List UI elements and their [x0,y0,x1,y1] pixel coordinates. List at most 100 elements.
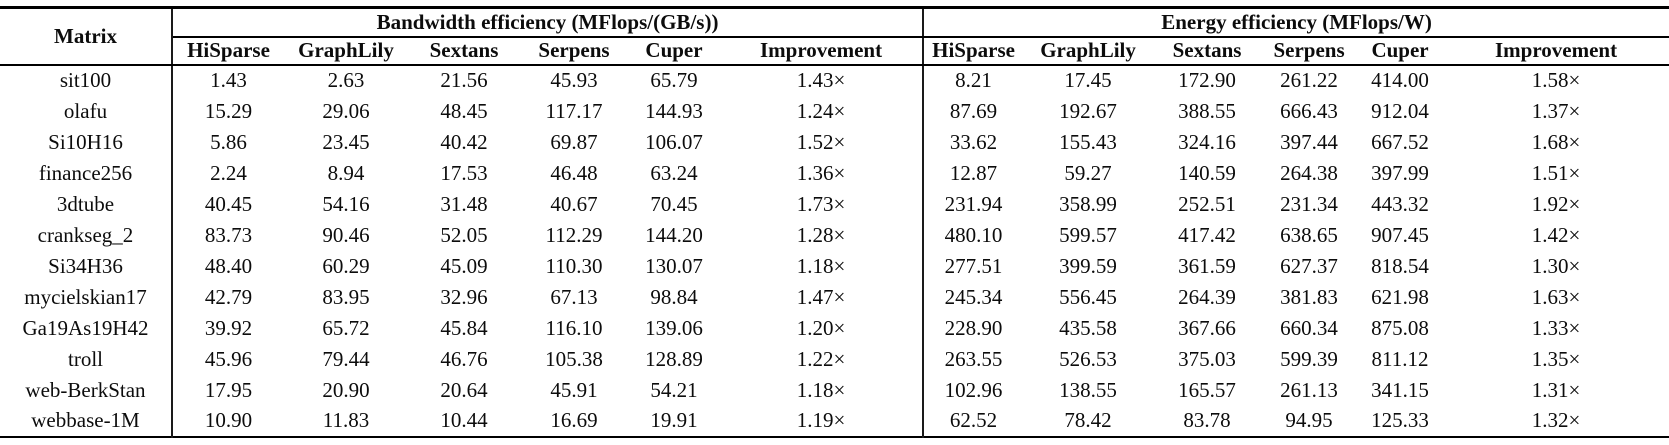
matrix-name-cell: Si34H36 [0,250,173,282]
energy-value-cell: 33.62 [922,126,1024,158]
bandwidth-value-cell: 32.96 [440,284,488,309]
energy-value-cell: 361.59 [1178,253,1236,278]
bandwidth-value-cell: 17.53 [440,160,488,185]
energy-value-cell: 599.39 [1280,346,1338,371]
energy-value-cell: 1.58× [1531,68,1581,92]
bandwidth-value-cell: 48.40 [204,253,253,278]
energy-value-cell: 231.94 [922,188,1024,220]
column-header-bw-graphlily: GraphLily [284,36,408,66]
bandwidth-value-cell: 83.95 [322,284,370,309]
bandwidth-value-cell: 1.47× [796,284,846,309]
bandwidth-value-cell: 20.64 [440,377,488,402]
energy-value-cell: 667.52 [1371,129,1429,154]
bandwidth-value-cell: 8.94 [327,160,365,185]
energy-value-cell: 252.51 [1178,191,1236,216]
bandwidth-value-cell: 5.86 [210,129,247,154]
energy-value-cell: 1.68× [1531,129,1581,154]
energy-value-cell: 8.21 [922,64,1024,96]
bandwidth-value-cell: 21.56 [440,68,488,92]
bandwidth-value-cell: 46.48 [550,160,598,185]
energy-value-cell: 59.27 [1064,160,1112,185]
energy-group-header: Energy efficiency (MFlops/W) [922,7,1669,38]
column-header-bw-cuper: Cuper [628,36,720,66]
table-row: mycielskian17 42.79 83.95 32.96 67.13 98.84 1.… [0,281,1669,313]
matrix-name-cell: troll [0,343,173,375]
table-row: Ga19As19H42 39.92 65.72 45.84 116.10 139.06 1.… [0,312,1669,344]
energy-value-cell: 1.35× [1531,346,1581,371]
table-row: sit100 1.43 2.63 21.56 45.93 65.79 1.43× 8.21 17… [0,64,1669,96]
energy-value-cell: 627.37 [1280,253,1338,278]
table-row: finance256 2.24 8.94 17.53 46.48 63.24 1.36× 12… [0,157,1669,189]
bandwidth-value-cell: 70.45 [650,191,698,216]
bandwidth-value-cell: 40.45 [204,191,253,216]
energy-value-cell: 341.15 [1371,377,1429,402]
energy-value-cell: 78.42 [1064,408,1112,432]
efficiency-comparison-table: Matrix Bandwidth efficiency (MFlops/(GB/… [0,6,1669,438]
matrix-name-cell: Si10H16 [0,126,173,158]
energy-value-cell: 875.08 [1371,315,1429,340]
energy-value-cell: 62.52 [922,405,1024,437]
bandwidth-value-cell: 90.46 [322,222,370,247]
bandwidth-value-cell: 54.16 [322,191,370,216]
column-header-en-hisparse: HiSparse [922,36,1024,66]
bandwidth-value-cell: 1.52× [796,129,846,154]
column-header-bw-improvement: Improvement [720,36,924,66]
matrix-name-cell: finance256 [0,157,173,189]
table-row: olafu 15.29 29.06 48.45 117.17 144.93 1.24× 87.… [0,95,1669,127]
energy-value-cell: 367.66 [1178,315,1236,340]
bandwidth-value-cell: 45.91 [550,377,598,402]
energy-value-cell: 526.53 [1059,346,1117,371]
column-header-en-improvement: Improvement [1443,36,1669,66]
matrix-name-cell: 3dtube [0,188,173,220]
bandwidth-value-cell: 11.83 [322,408,370,432]
energy-value-cell: 192.67 [1059,98,1117,123]
energy-value-cell: 480.10 [922,219,1024,251]
bandwidth-value-cell: 2.24 [210,160,247,185]
bandwidth-value-cell: 31.48 [440,191,488,216]
energy-value-cell: 1.92× [1531,191,1581,216]
energy-value-cell: 638.65 [1280,222,1338,247]
bandwidth-value-cell: 1.36× [796,160,846,185]
energy-value-cell: 621.98 [1371,284,1429,309]
bandwidth-value-cell: 110.30 [545,253,603,278]
bandwidth-value-cell: 45.84 [440,315,488,340]
energy-value-cell: 125.33 [1371,408,1429,432]
energy-value-cell: 165.57 [1178,377,1236,402]
column-header-en-cuper: Cuper [1357,36,1444,66]
energy-value-cell: 1.33× [1531,315,1581,340]
bandwidth-value-cell: 42.79 [204,284,253,309]
matrix-name-cell: crankseg_2 [0,219,173,251]
energy-value-cell: 264.38 [1280,160,1338,185]
bandwidth-value-cell: 1.18× [796,253,846,278]
energy-value-cell: 599.57 [1059,222,1117,247]
bandwidth-value-cell: 79.44 [322,346,370,371]
bandwidth-value-cell: 45.09 [440,253,488,278]
bandwidth-value-cell: 15.29 [204,98,253,123]
energy-value-cell: 263.55 [922,343,1024,375]
energy-value-cell: 414.00 [1371,68,1429,92]
bandwidth-value-cell: 16.69 [550,408,598,432]
column-header-bw-sextans: Sextans [408,36,520,66]
matrix-name-cell: web-BerkStan [0,374,173,406]
bandwidth-value-cell: 65.79 [650,68,698,92]
bandwidth-value-cell: 144.93 [645,98,703,123]
matrix-name-cell: Ga19As19H42 [0,312,173,344]
energy-value-cell: 277.51 [922,250,1024,282]
energy-value-cell: 1.51× [1531,160,1581,185]
table-row: Si34H36 48.40 60.29 45.09 110.30 130.07 1.18× 2… [0,250,1669,282]
energy-value-cell: 381.83 [1280,284,1338,309]
energy-value-cell: 83.78 [1183,408,1231,432]
bandwidth-value-cell: 1.18× [796,377,846,402]
energy-value-cell: 666.43 [1280,98,1338,123]
energy-value-cell: 1.42× [1531,222,1581,247]
energy-value-cell: 811.12 [1371,346,1429,371]
table-row: crankseg_2 83.73 90.46 52.05 112.29 144.20 1.2… [0,219,1669,251]
bandwidth-value-cell: 65.72 [322,315,370,340]
energy-value-cell: 358.99 [1059,191,1117,216]
energy-value-cell: 399.59 [1059,253,1117,278]
column-header-en-sextans: Sextans [1153,36,1262,66]
energy-value-cell: 1.63× [1531,284,1581,309]
bandwidth-value-cell: 144.20 [645,222,703,247]
subheader-row: HiSparse GraphLily Sextans Serpens Cuper Impr… [0,36,1669,66]
bandwidth-value-cell: 48.45 [440,98,488,123]
